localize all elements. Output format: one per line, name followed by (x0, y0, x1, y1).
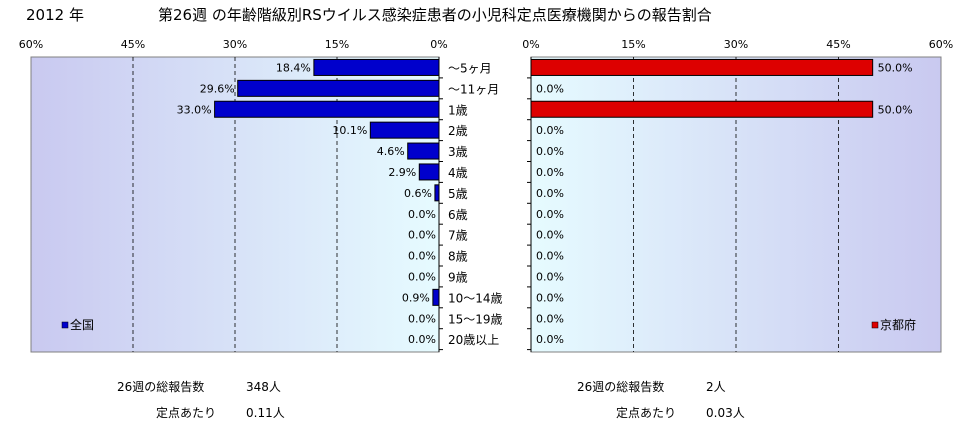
kyoto-data-label: 0.0% (536, 270, 564, 283)
kyoto-legend-swatch (871, 321, 879, 329)
category-label: 10〜14歳 (448, 291, 503, 305)
kyoto-total-label: 26週の総報告数 (577, 380, 665, 394)
national-bar (313, 58, 440, 76)
kyoto-data-label: 50.0% (878, 61, 913, 74)
national-bar (369, 121, 440, 139)
kyoto-tick-label: 45% (826, 38, 850, 51)
national-data-label: 0.0% (408, 270, 436, 283)
national-tick-label: 30% (223, 38, 247, 51)
category-label: 7歳 (448, 229, 468, 243)
kyoto-data-label: 0.0% (536, 250, 564, 263)
kyoto-tick-label: 15% (621, 38, 645, 51)
national-tick-label: 60% (19, 38, 43, 51)
kyoto-bar (530, 58, 874, 76)
national-bar (434, 184, 440, 202)
national-total-value: 348人 (246, 380, 281, 394)
kyoto-tick-label: 60% (929, 38, 953, 51)
kyoto-plot: 0% 15% 30% 45% 60% 50.0% 0.0% 50.0% 0.0% 0.0% 0.0%… (522, 38, 953, 353)
kyoto-data-label: 0.0% (536, 291, 564, 304)
national-data-label: 0.0% (408, 312, 436, 325)
kyoto-total-value: 2人 (706, 380, 726, 394)
national-data-label: 4.6% (377, 145, 405, 158)
national-total-label: 26週の総報告数 (117, 380, 205, 394)
kyoto-bar (530, 100, 874, 118)
national-tick-label: 15% (325, 38, 349, 51)
national-per-label: 定点あたり (156, 406, 217, 420)
national-data-label: 2.9% (388, 166, 416, 179)
kyoto-data-label: 0.0% (536, 312, 564, 325)
category-label: 5歳 (448, 187, 468, 201)
national-data-label: 33.0% (177, 103, 212, 116)
chart-area: 60% 45% 30% 15% 0% 18.4% 〜5ヶ月 29.6% 〜11ヶ月 33.0% 1歳… (19, 38, 953, 353)
kyoto-data-label: 50.0% (878, 103, 913, 116)
kyoto-data-label: 0.0% (536, 229, 564, 242)
kyoto-data-label: 0.0% (536, 187, 564, 200)
kyoto-legend-label: 京都府 (880, 317, 916, 332)
kyoto-data-label: 0.0% (536, 208, 564, 221)
category-label: 1歳 (448, 103, 468, 117)
kyoto-per-value: 0.03人 (706, 406, 745, 420)
kyoto-data-label: 0.0% (536, 166, 564, 179)
national-plot: 60% 45% 30% 15% 0% 18.4% 〜5ヶ月 29.6% 〜11ヶ月 33.0% 1歳… (19, 38, 503, 353)
national-bar (432, 288, 440, 306)
category-label: 4歳 (448, 166, 468, 180)
kyoto-data-label: 0.0% (536, 145, 564, 158)
kyoto-data-label: 0.0% (536, 82, 564, 95)
national-legend-label: 全国 (70, 317, 94, 332)
kyoto-tick-label: 30% (724, 38, 748, 51)
national-per-value: 0.11人 (246, 406, 285, 420)
national-data-label: 0.0% (408, 229, 436, 242)
category-label: 15〜19歳 (448, 312, 503, 326)
national-tick-label: 0% (430, 38, 447, 51)
national-bar (407, 142, 440, 160)
category-label: 3歳 (448, 145, 468, 159)
national-data-label: 0.0% (408, 208, 436, 221)
kyoto-data-label: 0.0% (536, 124, 564, 137)
category-label: 〜11ヶ月 (448, 82, 499, 96)
national-bar (237, 79, 440, 97)
kyoto-data-label: 0.0% (536, 333, 564, 346)
chart-title: 第26週 の年齢階級別RSウイルス感染症患者の小児科定点医療機関からの報告割合 (158, 6, 712, 24)
category-label: 20歳以上 (448, 333, 499, 347)
national-bar (214, 100, 440, 118)
year-label: 2012 年 (26, 6, 84, 24)
national-data-label: 29.6% (200, 82, 235, 95)
kyoto-tick-label: 0% (522, 38, 539, 51)
national-data-label: 0.0% (408, 333, 436, 346)
category-label: 8歳 (448, 250, 468, 264)
national-legend-swatch (61, 321, 69, 329)
category-label: 6歳 (448, 208, 468, 222)
national-bar (418, 163, 440, 181)
national-data-label: 10.1% (332, 124, 367, 137)
category-label: 9歳 (448, 270, 468, 284)
national-data-label: 0.0% (408, 250, 436, 263)
national-tick-label: 45% (121, 38, 145, 51)
national-data-label: 0.6% (404, 187, 432, 200)
category-label: 2歳 (448, 124, 468, 138)
national-data-label: 18.4% (276, 61, 311, 74)
kyoto-per-label: 定点あたり (616, 406, 677, 420)
national-data-label: 0.9% (402, 291, 430, 304)
category-label: 〜5ヶ月 (448, 61, 492, 75)
